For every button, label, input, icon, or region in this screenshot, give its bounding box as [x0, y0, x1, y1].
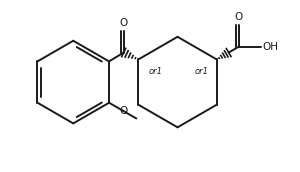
Text: or1: or1: [148, 67, 162, 76]
Text: O: O: [120, 18, 128, 28]
Text: O: O: [119, 106, 128, 116]
Text: or1: or1: [195, 67, 209, 76]
Text: OH: OH: [262, 42, 278, 52]
Text: O: O: [235, 12, 243, 22]
